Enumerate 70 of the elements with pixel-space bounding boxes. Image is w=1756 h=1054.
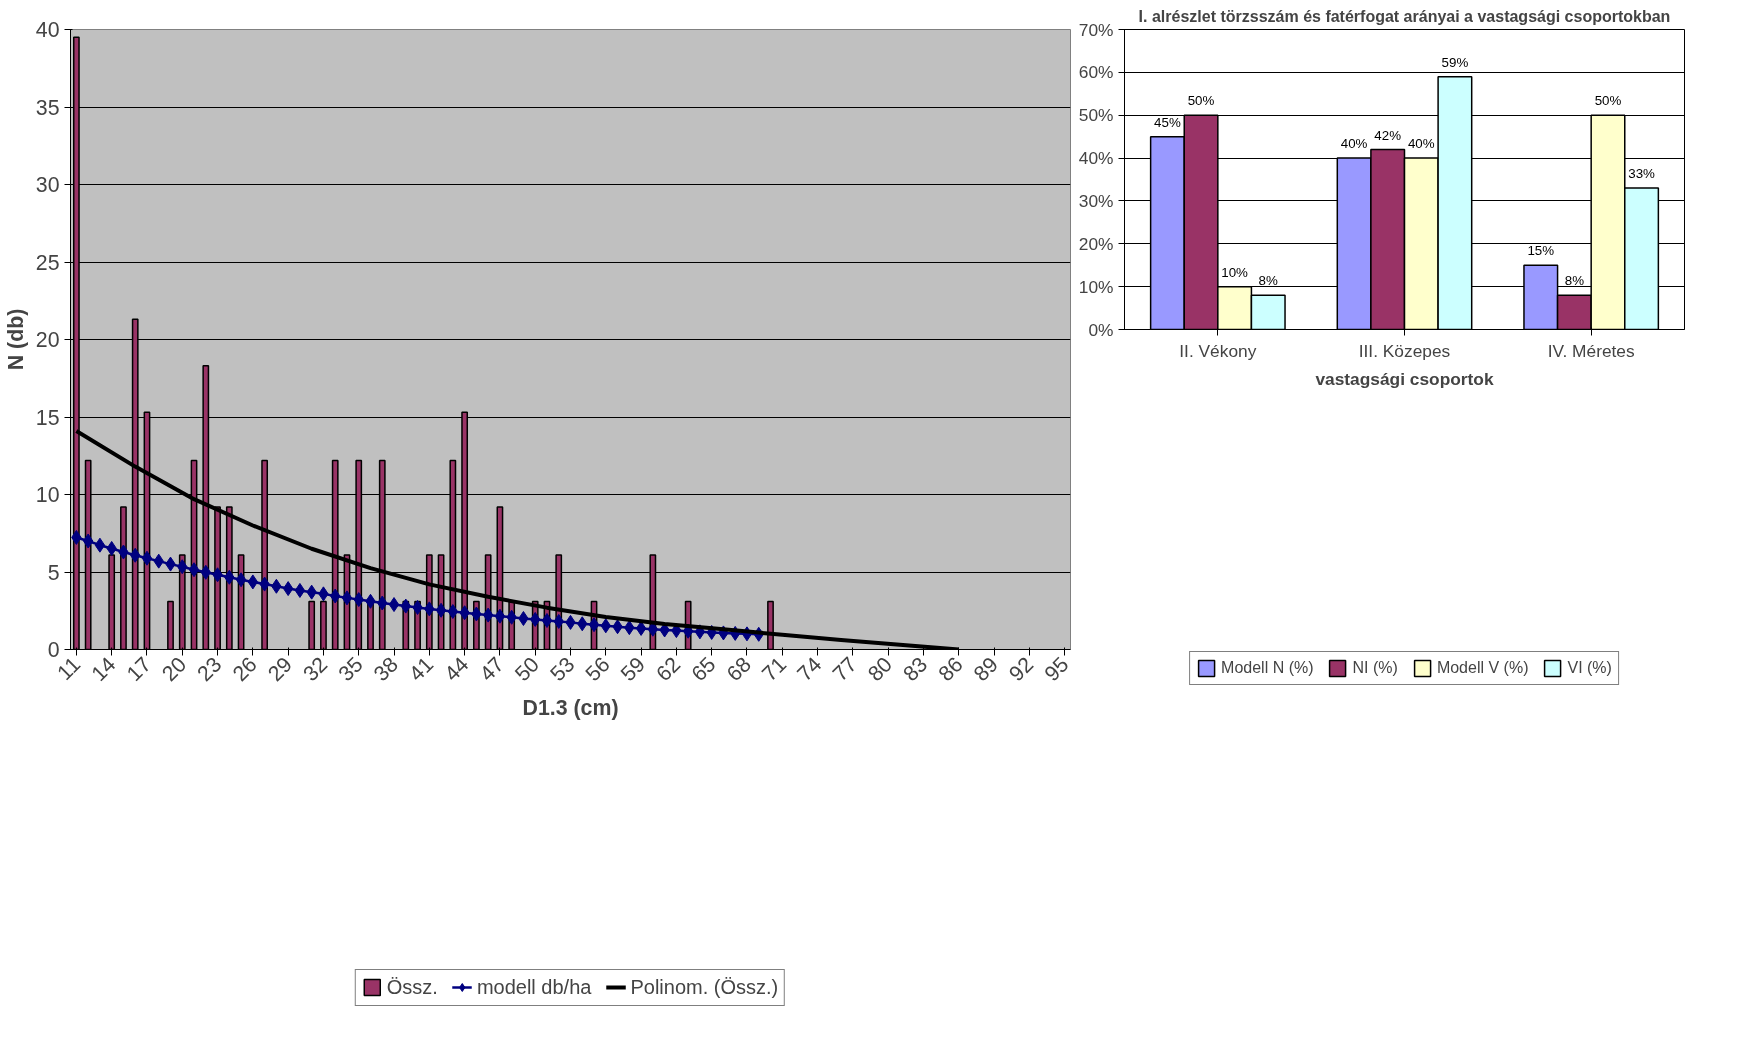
data-label: 33%: [1628, 166, 1656, 182]
data-label: 10%: [1221, 264, 1249, 280]
data-label: 42%: [1374, 127, 1402, 143]
data-label: 45%: [1154, 114, 1181, 130]
x-tick-label: 65: [686, 652, 721, 687]
x-tick-label: 95: [1039, 652, 1074, 687]
x-tick-label: 74: [792, 652, 827, 687]
x-tick-label: 56: [580, 652, 615, 687]
y-tick-label: 0: [47, 638, 60, 662]
legend-label: Modell V (%): [1436, 659, 1529, 677]
x-tick-label: IV. Méretes: [1547, 340, 1635, 361]
legend-label: Össz.: [386, 975, 438, 999]
x-tick-label: 14: [86, 652, 121, 687]
x-tick-label: 35: [333, 652, 368, 687]
y-tick-label: 5: [47, 560, 60, 585]
x-tick-label: 83: [898, 652, 933, 687]
y-tick-label: 60%: [1078, 62, 1114, 83]
data-label: 8%: [1564, 273, 1585, 289]
y-tick-label: 40: [35, 18, 60, 42]
x-tick-label: 17: [122, 652, 156, 687]
data-label: 59%: [1441, 54, 1469, 70]
y-tick-label: 40%: [1078, 148, 1114, 169]
y-tick-label: 50%: [1078, 105, 1114, 126]
data-label: 40%: [1340, 136, 1368, 152]
data-label: 50%: [1594, 93, 1622, 109]
x-tick-label: 32: [298, 652, 333, 687]
legend-label: NI (%): [1352, 659, 1398, 677]
x-tick-label: 68: [722, 652, 756, 687]
legend-label: VI (%): [1567, 659, 1612, 677]
y-tick-label: 15: [35, 405, 60, 430]
x-tick-label: 38: [369, 652, 403, 687]
y-tick-label: 10: [35, 483, 60, 507]
legend-label: Polinom. (Össz.): [630, 975, 779, 999]
x-tick-label: 77: [827, 652, 862, 687]
y-tick-label: 0%: [1088, 319, 1114, 340]
x-tick-label: III. Közepes: [1358, 340, 1451, 361]
x-tick-label: 47: [475, 652, 509, 687]
data-label: 15%: [1527, 243, 1555, 259]
legend-label: modell db/ha: [476, 975, 592, 999]
x-tick-label: 71: [757, 652, 792, 687]
data-label: 8%: [1258, 273, 1279, 289]
y-tick-label: 70%: [1078, 19, 1114, 40]
x-tick-label: II. Vékony: [1179, 340, 1257, 361]
x-tick-label: 89: [969, 652, 1003, 687]
x-tick-label: 59: [616, 652, 650, 687]
y-tick-label: 30: [35, 173, 60, 197]
x-tick-label: 20: [157, 652, 192, 687]
data-label: 40%: [1407, 136, 1435, 152]
x-tick-label: 41: [404, 652, 439, 687]
x-tick-label: 44: [439, 652, 474, 687]
y-tick-label: 25: [35, 250, 60, 275]
x-tick-label: 80: [863, 652, 898, 687]
chart-title: I. alrészlet törzsszám és fatérfogat arányai a vastagsági csoportokban: [1138, 7, 1671, 25]
x-tick-label: 92: [1004, 652, 1039, 687]
x-tick-label: 26: [227, 652, 262, 687]
x-tick-label: 29: [263, 652, 297, 687]
y-tick-label: 35: [35, 95, 60, 120]
y-tick-label: 10%: [1078, 276, 1114, 297]
x-axis-title: D1.3 (cm): [522, 695, 619, 720]
x-tick-label: 50: [510, 652, 545, 687]
x-tick-label: 86: [933, 652, 968, 687]
x-tick-label: 62: [651, 652, 686, 687]
x-axis-title: vastagsági csoportok: [1315, 368, 1494, 389]
legend-label: Modell N (%): [1221, 659, 1314, 677]
x-tick-label: 23: [192, 652, 227, 687]
y-axis-title: N (db): [3, 308, 28, 371]
y-tick-label: 20%: [1078, 233, 1114, 254]
y-tick-label: 30%: [1078, 190, 1114, 211]
x-tick-label: 53: [545, 652, 580, 687]
data-label: 50%: [1187, 93, 1215, 109]
